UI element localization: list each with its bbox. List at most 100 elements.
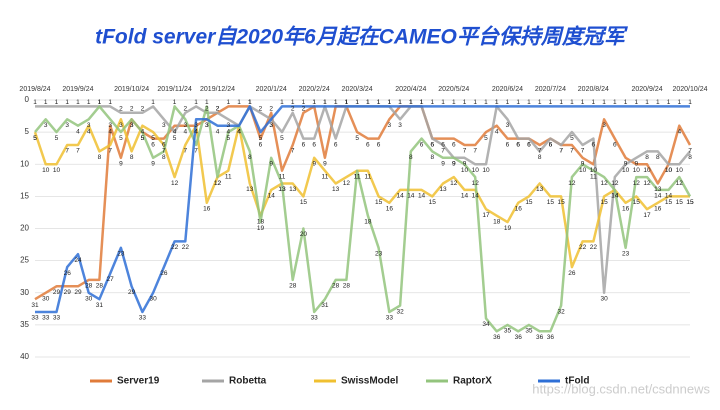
data-label: 30	[600, 295, 608, 302]
y-tick-label: 15	[20, 191, 29, 200]
data-label: 4	[194, 128, 198, 135]
data-label: 2	[184, 106, 188, 113]
data-label: 33	[311, 315, 319, 322]
data-label: 15	[686, 199, 694, 206]
data-label: 14	[665, 193, 673, 200]
data-label: 33	[386, 315, 394, 322]
data-label: 1	[506, 99, 510, 106]
data-label: 1	[420, 99, 424, 106]
data-label: 28	[96, 283, 104, 290]
data-label: 5	[141, 135, 145, 142]
data-label: 15	[300, 199, 308, 206]
data-label: 7	[473, 148, 477, 155]
data-label: 11	[354, 173, 361, 180]
data-label: 12	[472, 180, 480, 187]
data-label: 2	[302, 106, 306, 113]
data-label: 6	[162, 141, 166, 148]
data-label: 1	[398, 99, 402, 106]
data-label: 1	[44, 99, 48, 106]
data-label: 1	[248, 99, 252, 106]
data-label: 14	[407, 193, 415, 200]
data-label: 1	[463, 99, 467, 106]
data-label: 1	[226, 99, 230, 106]
data-label: 7	[184, 148, 188, 155]
data-label: 1	[366, 99, 370, 106]
data-label: 14	[611, 193, 619, 200]
data-label: 4	[194, 128, 198, 135]
data-label: 15	[686, 199, 694, 206]
data-label: 8	[656, 154, 660, 161]
data-label: 11	[590, 173, 597, 180]
data-label: 3	[44, 122, 48, 129]
data-label: 14	[418, 193, 426, 200]
data-label: 6	[259, 141, 263, 148]
data-label: 11	[364, 173, 371, 180]
data-label: 23	[375, 250, 383, 257]
data-label: 12	[343, 180, 351, 187]
data-label: 6	[302, 141, 306, 148]
data-label: 6	[592, 141, 596, 148]
data-label: 1	[409, 99, 413, 106]
data-label: 13	[289, 186, 297, 193]
data-label: 3	[130, 122, 134, 129]
data-label: 15	[676, 199, 684, 206]
x-tick-label: 2019/8/24	[19, 86, 50, 93]
data-label: 3	[65, 122, 69, 129]
data-label: 3	[205, 122, 209, 129]
data-label: 8	[645, 154, 649, 161]
data-label: 4	[237, 128, 241, 135]
data-label: 2	[141, 106, 145, 113]
data-label: 14	[472, 193, 480, 200]
data-label: 4	[108, 128, 112, 135]
data-label: 1	[173, 99, 177, 106]
data-label: 15	[600, 199, 608, 206]
data-label: 9	[624, 161, 628, 168]
data-label: 6	[516, 141, 520, 148]
data-label: 12	[600, 180, 608, 187]
data-label: 36	[547, 334, 555, 341]
data-label: 33	[139, 315, 147, 322]
data-label: 3	[388, 122, 392, 129]
data-label: 6	[549, 141, 553, 148]
data-label: 33	[42, 315, 50, 322]
data-label: 5	[355, 135, 359, 142]
data-label: 8	[98, 154, 102, 161]
data-label: 10	[461, 167, 469, 174]
data-label: 2	[259, 106, 263, 113]
data-label: 17	[643, 212, 651, 219]
data-label: 3	[162, 122, 166, 129]
x-tick-label: 2020/3/24	[342, 86, 373, 93]
data-label: 1	[409, 99, 413, 106]
data-label: 10	[482, 167, 490, 174]
data-label: 4	[216, 128, 220, 135]
data-label: 5	[141, 135, 145, 142]
data-label: 10	[622, 167, 630, 174]
data-label: 9	[269, 161, 273, 168]
data-label: 6	[366, 141, 370, 148]
data-label: 1	[323, 99, 327, 106]
y-tick-label: 0	[25, 95, 30, 104]
data-label: 1	[645, 99, 649, 106]
data-label: 1	[312, 99, 316, 106]
data-label: 1	[420, 99, 424, 106]
data-label: 4	[76, 128, 80, 135]
data-label: 28	[332, 283, 340, 290]
data-label: 8	[130, 154, 134, 161]
data-label: 2	[130, 106, 134, 113]
data-label: 16	[386, 206, 394, 213]
data-label: 14	[396, 193, 404, 200]
series-line	[34, 105, 692, 301]
data-label: 13	[246, 186, 254, 193]
data-label: 3	[119, 122, 123, 129]
data-label: 6	[441, 141, 445, 148]
data-label: 7	[559, 148, 563, 155]
data-label: 2	[216, 106, 220, 113]
legend-label: tFold	[565, 376, 589, 387]
data-label: 1	[345, 99, 349, 106]
data-label: 1	[76, 99, 80, 106]
data-label: 7	[291, 148, 295, 155]
x-tick-label: 2020/1/24	[256, 86, 287, 93]
y-tick-label: 5	[25, 127, 30, 136]
legend-label: SwissModel	[341, 376, 398, 387]
data-label: 3	[269, 122, 273, 129]
